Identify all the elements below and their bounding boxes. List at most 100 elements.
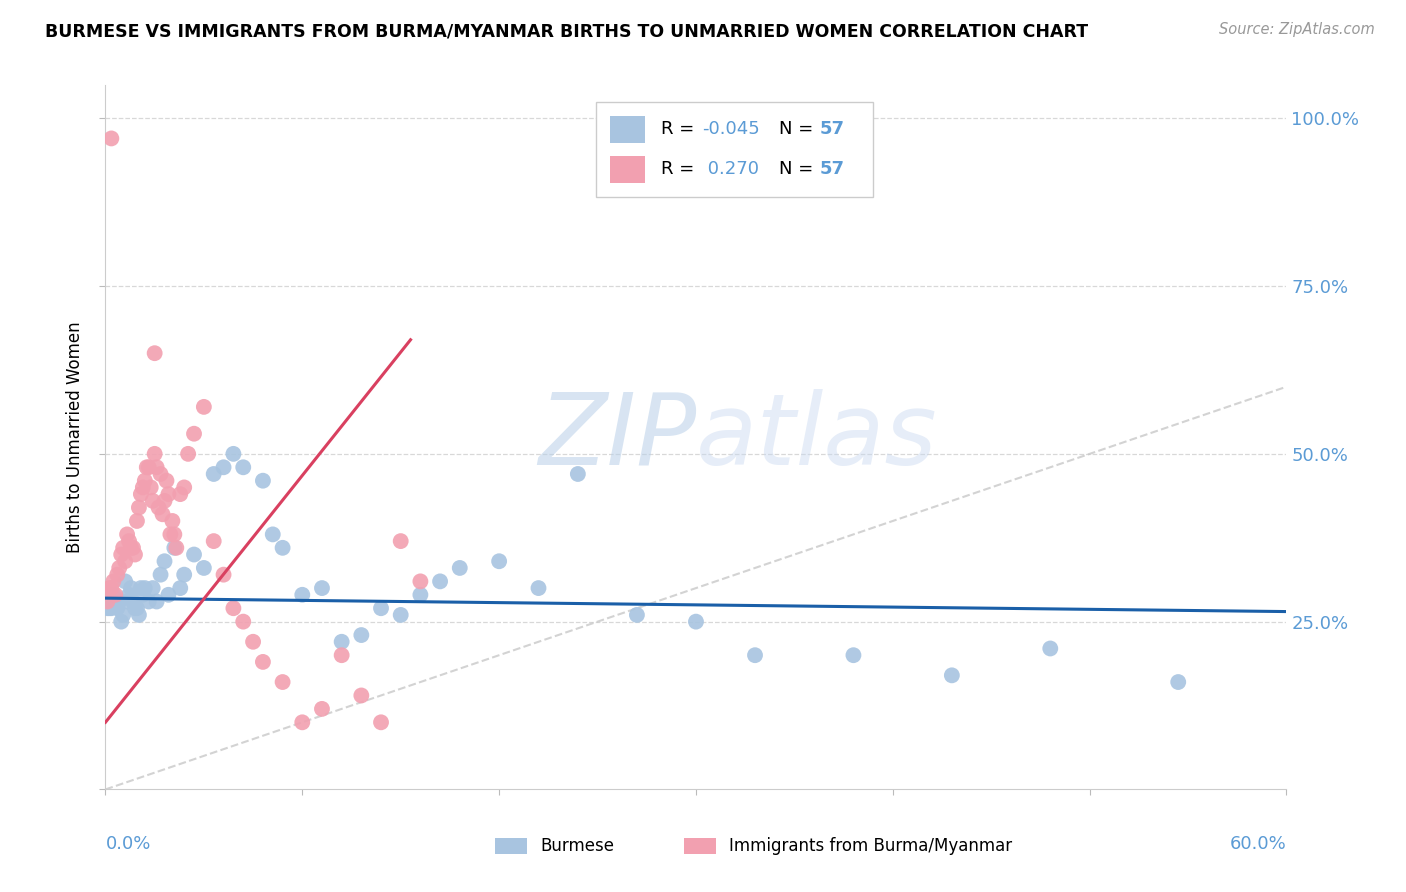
Point [311, 581, 333, 595]
Point [1039, 641, 1062, 656]
Point [134, 474, 156, 488]
Point [103, 588, 125, 602]
Point [212, 460, 235, 475]
Point [252, 474, 274, 488]
Point [122, 541, 145, 555]
Text: 57: 57 [820, 161, 845, 178]
Point [330, 648, 353, 663]
Point [120, 581, 142, 595]
Text: 60.0%: 60.0% [1230, 835, 1286, 854]
Point [370, 601, 392, 615]
Point [134, 581, 156, 595]
Point [1167, 675, 1189, 690]
Point [165, 541, 187, 555]
Text: R =: R = [661, 161, 700, 178]
Point [132, 480, 155, 494]
Point [449, 561, 471, 575]
Point [389, 534, 412, 549]
Point [212, 567, 235, 582]
Point [108, 594, 131, 608]
Point [202, 467, 225, 481]
Point [139, 480, 162, 494]
Point [291, 715, 314, 730]
FancyBboxPatch shape [685, 838, 716, 854]
Point [149, 467, 172, 481]
Point [173, 480, 195, 494]
FancyBboxPatch shape [610, 116, 645, 143]
Point [202, 534, 225, 549]
Point [120, 541, 142, 555]
Point [183, 426, 205, 441]
Point [149, 567, 172, 582]
Point [135, 460, 157, 475]
Text: 0.0%: 0.0% [105, 835, 150, 854]
Text: Source: ZipAtlas.com: Source: ZipAtlas.com [1219, 22, 1375, 37]
Point [177, 447, 200, 461]
Point [114, 574, 136, 589]
Point [129, 581, 152, 595]
Text: -0.045: -0.045 [702, 120, 759, 138]
Text: atlas: atlas [696, 389, 938, 485]
Point [232, 615, 254, 629]
Point [685, 615, 707, 629]
Point [143, 346, 166, 360]
Point [112, 541, 135, 555]
Point [103, 574, 125, 589]
Text: 57: 57 [820, 120, 845, 138]
Point [262, 527, 284, 541]
Point [162, 514, 184, 528]
Point [138, 594, 160, 608]
Point [389, 607, 412, 622]
Point [128, 500, 150, 515]
Point [122, 594, 145, 608]
Point [114, 554, 136, 568]
Point [271, 541, 294, 555]
Text: Immigrants from Burma/Myanmar: Immigrants from Burma/Myanmar [730, 837, 1012, 855]
Text: BURMESE VS IMMIGRANTS FROM BURMA/MYANMAR BIRTHS TO UNMARRIED WOMEN CORRELATION C: BURMESE VS IMMIGRANTS FROM BURMA/MYANMAR… [45, 22, 1088, 40]
Point [125, 601, 148, 615]
Point [252, 655, 274, 669]
Point [744, 648, 766, 663]
Point [169, 487, 191, 501]
Point [142, 493, 165, 508]
Point [242, 634, 264, 648]
Point [183, 548, 205, 562]
Point [138, 460, 160, 475]
Point [100, 601, 122, 615]
Point [100, 581, 122, 595]
Point [271, 675, 294, 690]
Point [330, 634, 353, 648]
Point [142, 581, 165, 595]
FancyBboxPatch shape [495, 838, 527, 854]
Point [145, 460, 167, 475]
Point [409, 588, 432, 602]
Point [152, 508, 174, 522]
Text: N =: N = [779, 120, 818, 138]
Point [311, 702, 333, 716]
Point [96, 594, 118, 608]
Point [941, 668, 963, 682]
Text: Burmese: Burmese [540, 837, 614, 855]
Point [370, 715, 392, 730]
Point [108, 561, 131, 575]
Point [104, 588, 127, 602]
Point [105, 601, 128, 615]
Point [145, 594, 167, 608]
Point [104, 594, 127, 608]
Point [429, 574, 451, 589]
Point [350, 628, 373, 642]
Text: R =: R = [661, 120, 700, 138]
Point [193, 400, 215, 414]
Text: N =: N = [779, 161, 818, 178]
Point [155, 474, 177, 488]
Point [100, 131, 122, 145]
Point [132, 588, 155, 602]
Point [118, 588, 141, 602]
Point [105, 567, 128, 582]
Y-axis label: Births to Unmarried Women: Births to Unmarried Women [66, 321, 84, 553]
Point [159, 527, 181, 541]
Point [124, 548, 146, 562]
Point [222, 601, 245, 615]
Point [148, 500, 170, 515]
Point [567, 467, 589, 481]
